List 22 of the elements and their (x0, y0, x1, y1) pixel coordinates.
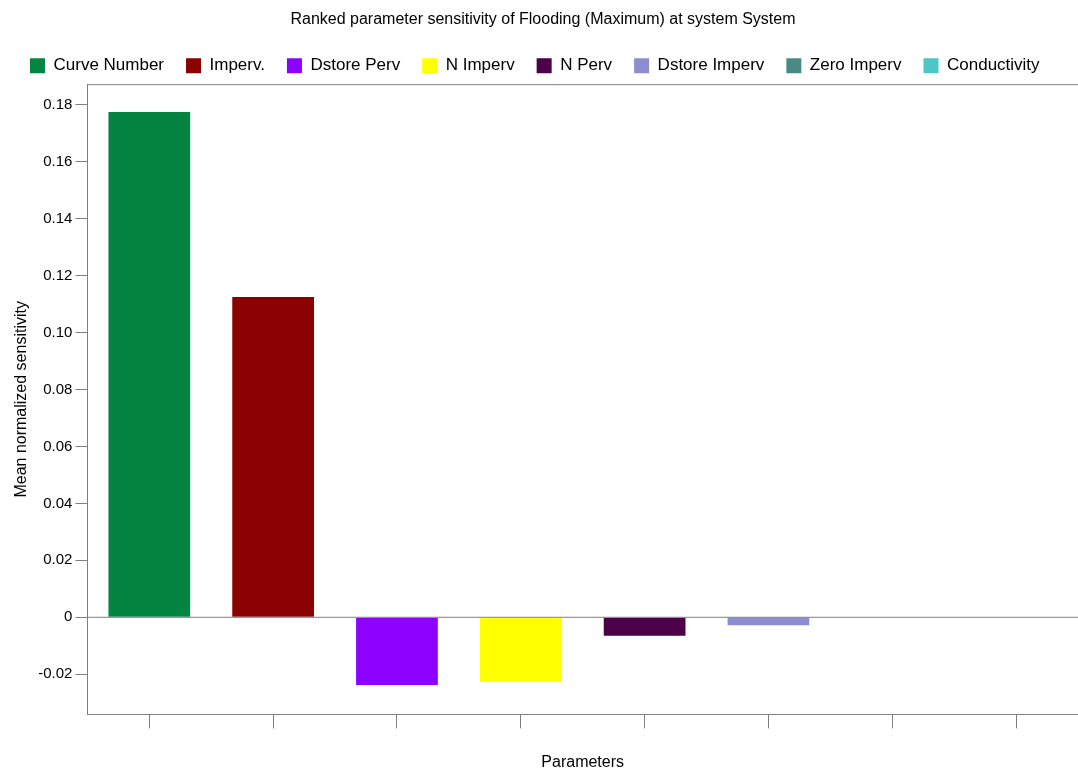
y-tick-label: 0.16 (43, 151, 73, 169)
y-tick-label: 0.14 (43, 208, 73, 226)
legend-label: Conductivity (946, 55, 1041, 75)
legend-label: Zero Imperv (809, 55, 902, 75)
y-axis-title: Mean normalized sensitivity (12, 301, 30, 498)
y-tick-label: 0.18 (43, 94, 73, 112)
y-tick-label: 0.06 (43, 436, 73, 454)
x-axis-title: Parameters (541, 752, 625, 770)
legend-label: N Imperv (445, 55, 516, 75)
legend-label: Dstore Perv (310, 55, 401, 75)
legend-label: Imperv. (209, 55, 265, 75)
y-tick-label: 0.04 (43, 493, 73, 511)
y-tick-label: 0.12 (43, 265, 73, 283)
chart-title: Ranked parameter sensitivity of Flooding (Maximum) at system System (290, 10, 796, 28)
legend-label: Curve Number (53, 55, 165, 75)
legend-label: N Perv (560, 55, 613, 75)
y-tick-label: 0.08 (43, 379, 73, 397)
legend-label: Dstore Imperv (657, 55, 765, 75)
y-tick-label: 0.02 (43, 550, 73, 568)
y-tick-label: 0 (64, 607, 73, 625)
y-tick-label: 0.10 (43, 322, 73, 340)
y-tick-label: -0.02 (38, 664, 73, 682)
